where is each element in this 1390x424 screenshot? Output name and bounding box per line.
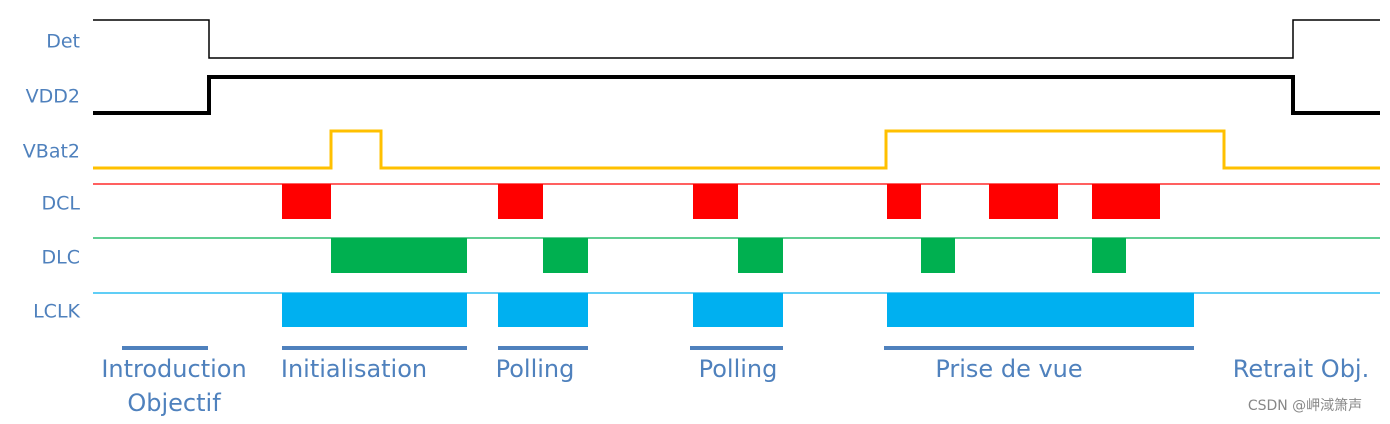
phase-label: Introduction: [101, 355, 246, 383]
det-wave: [93, 19, 1380, 59]
watermark: CSDN @岬淢箫声: [1248, 397, 1362, 414]
signal-label: LCLK: [33, 301, 80, 323]
phase-label: Polling: [496, 355, 575, 383]
signal-label: Det: [46, 31, 80, 53]
phase-label: Initialisation: [281, 355, 427, 383]
lclk-wave: [93, 292, 1380, 327]
dlc-wave: [93, 237, 1380, 273]
signal-label: DLC: [42, 247, 80, 269]
vdd2-wave: [93, 75, 1380, 115]
signal-label: VBat2: [23, 141, 80, 163]
phase-label: Objectif: [127, 389, 221, 417]
phase-label: Polling: [699, 355, 778, 383]
phase-label: Prise de vue: [935, 355, 1082, 383]
dcl-wave: [93, 183, 1380, 219]
signal-label: VDD2: [26, 86, 80, 108]
vbat2-wave: [93, 129, 1380, 170]
signal-labels: Det VDD2 VBat2 DCL DLC LCLK: [23, 31, 81, 323]
signal-label: DCL: [42, 193, 81, 215]
phase-label: Retrait Obj.: [1233, 355, 1369, 383]
phase-labels: Introduction Objectif Initialisation Pol…: [101, 355, 1369, 417]
